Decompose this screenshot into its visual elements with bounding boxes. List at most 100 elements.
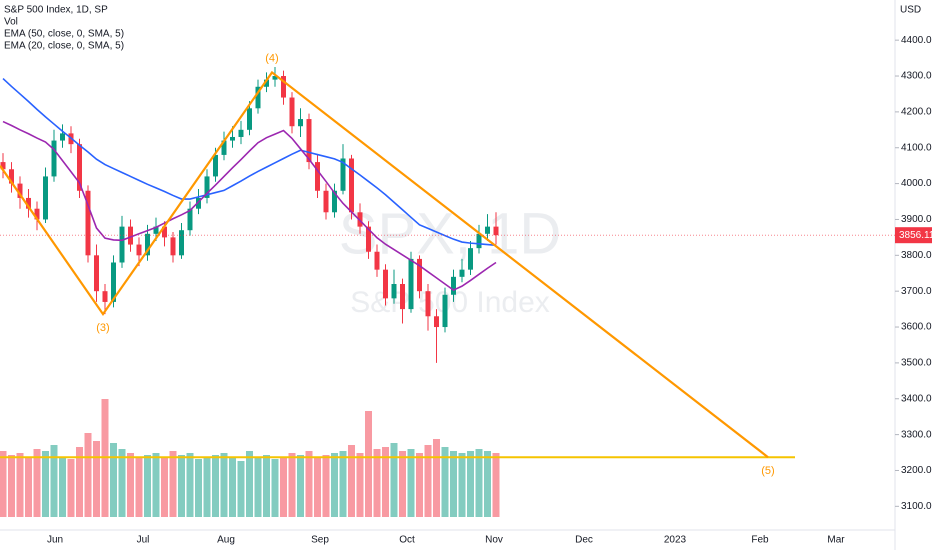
volume-bar (76, 447, 83, 517)
ema-line (2, 77, 497, 247)
legend-line: EMA (50, close, 0, SMA, 5) (4, 29, 124, 40)
volume-bar (339, 451, 347, 517)
candle-body (9, 169, 14, 184)
candle-body (272, 76, 278, 80)
volume-bar (263, 455, 270, 517)
candle-body (298, 119, 303, 127)
volume-bar (135, 457, 143, 517)
volume-bar (424, 445, 432, 517)
candle-body (119, 226, 125, 263)
y-tick-label: 3400.00 (901, 393, 932, 404)
volume-bar (373, 449, 381, 517)
volume-bar (144, 455, 151, 517)
volume-bar (178, 455, 185, 517)
candle-body (102, 291, 108, 302)
volume-bar (407, 449, 415, 517)
candle-body (187, 208, 193, 231)
candle-body (162, 226, 167, 238)
x-tick-label: Dec (575, 535, 593, 546)
volume-bar (110, 443, 117, 517)
y-tick-label: 4400.00 (901, 35, 932, 46)
candle-body (442, 294, 448, 328)
candle-body (374, 251, 380, 270)
candle-body (136, 244, 142, 256)
volume-bar (484, 451, 491, 517)
candle-body (451, 276, 456, 295)
y-tick-label: 3200.00 (901, 465, 932, 476)
y-tick-label: 4200.00 (901, 107, 932, 118)
candle-body (85, 190, 91, 256)
candle-body (264, 79, 269, 87)
candle-body (366, 226, 371, 252)
x-tick-label: Oct (399, 535, 415, 546)
volume-bar (59, 457, 66, 517)
y-tick-label: 3800.00 (901, 250, 932, 261)
price-tag-label: 3856.11 (899, 230, 932, 241)
x-tick-label: Jul (137, 535, 150, 546)
pattern-line (0, 70, 769, 459)
pattern-label: (5) (761, 465, 774, 477)
volume-bar (492, 453, 500, 517)
y-tick-label: 3500.00 (901, 358, 932, 369)
volume-bar (127, 453, 134, 517)
volume-bar (195, 459, 202, 517)
candle-body (230, 136, 235, 141)
candle-body (51, 140, 57, 177)
candle-body (383, 269, 388, 299)
volume-bar (203, 457, 211, 517)
candle-body (238, 129, 244, 137)
watermark: S&P 500 Index (350, 286, 550, 319)
legend-line: Vol (4, 17, 18, 28)
volume-bar (365, 411, 372, 517)
volume-bar (297, 455, 304, 517)
candle-body (145, 233, 150, 256)
price-tag (895, 227, 932, 244)
y-tick-label: 3700.00 (901, 286, 932, 297)
currency: USD (900, 5, 921, 16)
candle-body (128, 226, 133, 245)
candle-body (340, 158, 346, 191)
volume-bar (8, 455, 15, 517)
candle-body (213, 154, 218, 177)
ema-line (2, 120, 497, 292)
volume-bar (356, 453, 364, 517)
candle-body (476, 233, 482, 249)
candle-body (485, 226, 490, 234)
volume-bar (25, 457, 32, 517)
x-tick-label: Aug (217, 535, 235, 546)
candle-body (221, 140, 227, 155)
candle-body (306, 119, 312, 163)
candle-body (60, 133, 65, 141)
candle-body (170, 237, 176, 256)
chart-title: S&P 500 Index, 1D, SP (4, 5, 108, 16)
pattern-label: (3) (96, 322, 109, 334)
volume-bar (93, 441, 100, 517)
candle-body (493, 226, 499, 236)
volume-bar (16, 453, 24, 517)
volume-bar (161, 457, 168, 517)
candle-body (0, 162, 6, 170)
y-tick-label: 3900.00 (901, 214, 932, 225)
volume-bar (33, 449, 41, 517)
volume-bar (67, 459, 75, 517)
candle-body (196, 197, 201, 209)
legend-line: EMA (20, close, 0, SMA, 5) (4, 41, 124, 52)
candle-body (26, 197, 31, 209)
candle-body (111, 262, 116, 302)
volume-bar (458, 453, 466, 517)
candle-body (468, 248, 473, 270)
volume-bar (416, 453, 423, 517)
volume-bar (118, 449, 126, 517)
volume-bar (314, 457, 321, 517)
x-tick-label: Jun (47, 535, 63, 546)
candle-body (179, 230, 184, 256)
volume-bar (152, 453, 160, 517)
candle-body (408, 258, 414, 310)
candle-body (255, 86, 261, 109)
y-tick-label: 3100.00 (901, 501, 932, 512)
volume-bar (246, 451, 253, 517)
candle-body (434, 316, 439, 328)
volume-bar (433, 439, 440, 517)
volume-bar (220, 453, 228, 517)
volume-bar (288, 453, 296, 517)
